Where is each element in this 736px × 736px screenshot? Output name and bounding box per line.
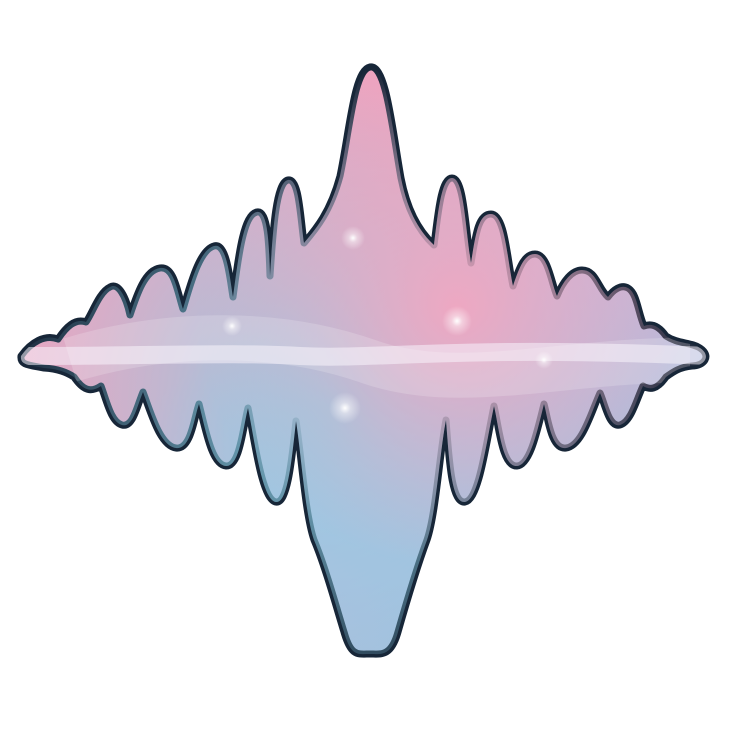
- sparkle-glow: [222, 316, 242, 336]
- sparkle-glow: [535, 351, 553, 369]
- sparkle-glow: [442, 306, 472, 336]
- sparkle-glow: [341, 226, 365, 250]
- sparkle-glow: [329, 392, 361, 424]
